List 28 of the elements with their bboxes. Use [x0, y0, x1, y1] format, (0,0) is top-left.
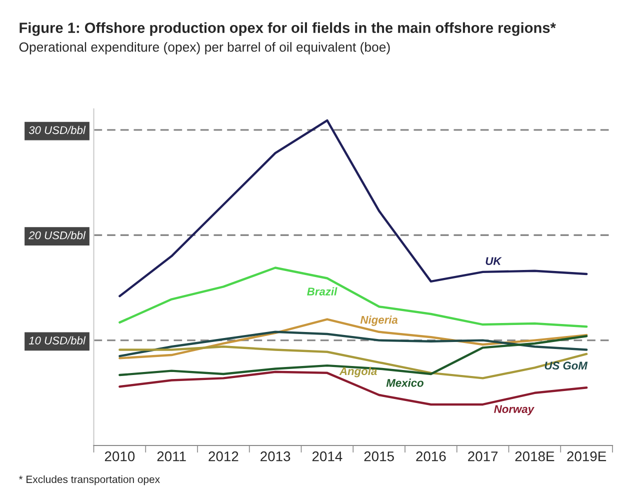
x-tick-label: 2014 — [312, 451, 342, 462]
y-tick-label: 30 USD/bbl — [28, 126, 86, 134]
series-label: Nigeria — [360, 316, 398, 326]
x-tick-label: 2013 — [260, 451, 290, 462]
series-label: Norway — [494, 405, 534, 416]
line-series — [118, 346, 588, 380]
x-tick-label: 2015 — [364, 451, 394, 462]
y-tick-label: 10 USD/bbl — [28, 336, 86, 344]
x-tick-label: 2019E — [567, 451, 606, 462]
text: * Excludes transportation opex — [18, 475, 160, 486]
x-tick-label: 2012 — [208, 451, 238, 462]
line-series — [118, 266, 588, 328]
line-series — [118, 330, 588, 358]
series-label: Mexico — [386, 378, 424, 387]
chart-title: Figure 1: Offshore production opex for oil fields in the main offshore regions* — [20, 22, 556, 36]
series-label: US GoM — [544, 362, 588, 370]
x-tick-label: 2017 — [468, 451, 498, 462]
y-tick-label: 20 USD/bbl — [28, 231, 86, 240]
series-label: Brazil — [307, 287, 338, 296]
series-label: UK — [486, 257, 502, 265]
chart-subtitle: Operational expenditure (opex) per barrel of oil equivalent (boe) — [19, 42, 390, 54]
x-tick-label: 2018E — [515, 451, 554, 462]
line-series — [118, 334, 588, 376]
x-tick-label: 2011 — [157, 451, 186, 462]
series-label: Angola — [339, 366, 377, 378]
x-tick-label: 2010 — [104, 451, 135, 462]
line-series — [118, 119, 588, 298]
x-tick-label: 2016 — [416, 451, 446, 462]
